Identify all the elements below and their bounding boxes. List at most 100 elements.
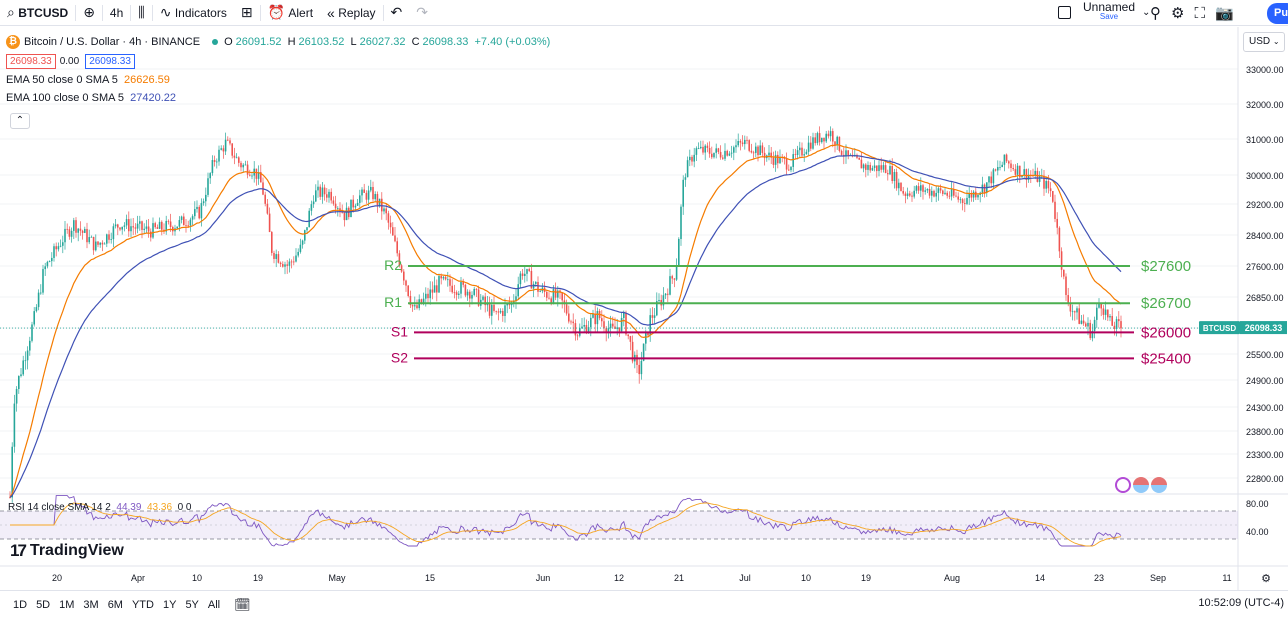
rsi-label[interactable]: RSI 14 close SMA 14 2 <box>8 502 111 513</box>
alert-button[interactable]: ⏰ Alert <box>261 0 320 26</box>
symbol-search-button[interactable]: ⌕ BTCUSD <box>0 0 75 26</box>
candle-body <box>240 162 242 168</box>
range-5y[interactable]: 5Y <box>185 598 199 611</box>
candle-body <box>145 226 148 229</box>
ema100-label[interactable]: EMA 100 close 0 SMA 5 <box>6 92 125 104</box>
candle-body <box>631 341 634 362</box>
range-ytd[interactable]: YTD <box>131 598 154 611</box>
candle-body <box>517 284 519 297</box>
fullscreen-icon[interactable]: ⛶ <box>1194 4 1205 22</box>
range-6m[interactable]: 6M <box>107 598 123 611</box>
candle-body <box>653 315 656 318</box>
candle-body <box>1093 319 1096 331</box>
gear-icon[interactable]: ⚙ <box>1171 5 1185 22</box>
compare-button[interactable]: ⊕ <box>76 0 102 26</box>
indicators-button[interactable]: ∿ Indicators <box>153 0 234 26</box>
sell-price-box[interactable]: 26098.33 <box>6 54 56 69</box>
candle-body <box>224 139 227 152</box>
lightning-event-icon[interactable] <box>1115 477 1131 493</box>
layout-checkbox[interactable] <box>1058 5 1071 19</box>
range-1d[interactable]: 1D <box>13 598 28 611</box>
layout-save-control[interactable]: Unnamed Save ⌄ <box>1058 1 1151 22</box>
candle-body <box>656 301 658 316</box>
us-flag-icon-2[interactable] <box>1151 477 1167 493</box>
time-axis-tick: Jun <box>536 573 551 583</box>
candle-body <box>981 184 984 193</box>
candle-body <box>31 324 33 341</box>
candle-body <box>178 219 181 227</box>
candle-body <box>229 140 231 144</box>
candle-body <box>101 242 104 245</box>
candle-body <box>805 151 808 155</box>
candle-body <box>328 191 330 198</box>
ema100-value: 27420.22 <box>130 92 177 104</box>
candle-body <box>735 145 737 148</box>
candle-body <box>244 164 247 166</box>
candle-body <box>332 200 335 204</box>
templates-button[interactable]: ⊞ <box>234 0 260 26</box>
legend-collapse-button[interactable]: ⌃ <box>10 113 30 129</box>
candle-body <box>79 228 82 231</box>
ema50-label[interactable]: EMA 50 close 0 SMA 5 <box>6 74 118 86</box>
chart-canvas[interactable]: 33000.00 32000.00 31000.00 30000.00 29200.00… <box>0 27 1288 590</box>
chart-area[interactable]: 33000.00 32000.00 31000.00 30000.00 29200.00… <box>0 27 1288 590</box>
candle-body <box>51 257 53 262</box>
range-5d[interactable]: 5D <box>36 598 51 611</box>
high-value: 26103.52 <box>298 35 345 48</box>
time-axis-tick: 20 <box>52 573 62 583</box>
candle-body <box>860 159 863 169</box>
calendar-icon[interactable]: 🗓 <box>234 596 251 612</box>
interval-button[interactable]: 4h <box>103 0 130 26</box>
range-1y[interactable]: 1Y <box>162 598 177 611</box>
candle-body <box>609 323 612 329</box>
legend-title[interactable]: Bitcoin / U.S. Dollar · 4h · BINANCE <box>24 35 201 48</box>
candle-body <box>684 177 687 180</box>
currency-select[interactable]: USD ⌄ <box>1243 32 1285 52</box>
candle-body <box>95 241 97 251</box>
candle-body <box>427 293 429 299</box>
candle-body <box>975 191 977 198</box>
rsi-axis-tick: 80.00 <box>1246 499 1269 509</box>
clock[interactable]: 10:52:09 (UTC-4) <box>1198 597 1284 609</box>
tradingview-logo[interactable]: 17 TradingView <box>10 541 124 561</box>
rsi-sma-value: 43.36 <box>147 502 173 513</box>
camera-icon[interactable]: 📷 <box>1214 5 1234 22</box>
candle-body <box>904 193 907 196</box>
buy-price-box[interactable]: 26098.33 <box>85 54 135 69</box>
candle-body <box>1063 269 1065 277</box>
logo-text: TradingView <box>29 542 124 559</box>
candle-body <box>299 244 302 252</box>
candle-body <box>275 254 277 259</box>
chevron-down-icon[interactable]: ⌄ <box>1142 6 1151 18</box>
candle-body <box>343 212 346 221</box>
candle-body <box>1056 218 1058 228</box>
candle-body <box>359 195 361 203</box>
candle-body <box>444 276 447 280</box>
time-axis-tick: 14 <box>1035 573 1045 583</box>
candle-body <box>121 226 123 230</box>
candle-body <box>893 172 896 182</box>
chart-type-button[interactable]: ⫼ <box>131 0 151 26</box>
quick-search-icon[interactable]: ⚲ <box>1150 5 1161 22</box>
candle-body <box>147 226 150 232</box>
level-price-s2: $25400 <box>1141 350 1191 367</box>
candle-body <box>970 193 973 198</box>
candle-body <box>964 202 966 204</box>
range-all[interactable]: All <box>207 598 221 611</box>
level-name-s1: S1 <box>391 323 408 339</box>
replay-button[interactable]: « Replay <box>320 0 383 26</box>
redo-button[interactable]: ↷ <box>409 0 435 26</box>
candle-body <box>350 199 352 218</box>
candle-body <box>433 285 436 293</box>
candle-body <box>1043 175 1045 189</box>
candle-body <box>1008 161 1010 164</box>
price-axis-tick: 31000.00 <box>1246 135 1284 145</box>
undo-button[interactable]: ↶ <box>384 0 410 26</box>
candle-body <box>871 167 874 171</box>
range-1m[interactable]: 1M <box>59 598 75 611</box>
candle-body <box>557 290 559 298</box>
range-3m[interactable]: 3M <box>83 598 99 611</box>
publish-button[interactable]: Pu <box>1267 3 1288 24</box>
us-flag-icon[interactable] <box>1133 477 1149 493</box>
candle-body <box>18 376 20 389</box>
